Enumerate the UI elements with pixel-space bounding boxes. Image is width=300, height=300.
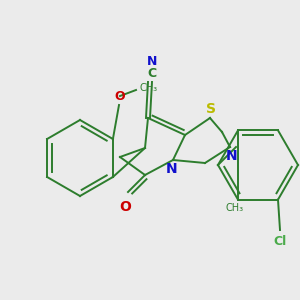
Text: O: O — [115, 90, 125, 103]
Text: C: C — [147, 67, 157, 80]
Text: Cl: Cl — [273, 235, 286, 248]
Text: CH₃: CH₃ — [226, 203, 244, 213]
Text: CH₃: CH₃ — [139, 83, 157, 93]
Text: N: N — [166, 162, 178, 176]
Text: N: N — [226, 149, 238, 163]
Text: N: N — [147, 55, 157, 68]
Text: O: O — [119, 200, 131, 214]
Text: S: S — [206, 102, 216, 116]
